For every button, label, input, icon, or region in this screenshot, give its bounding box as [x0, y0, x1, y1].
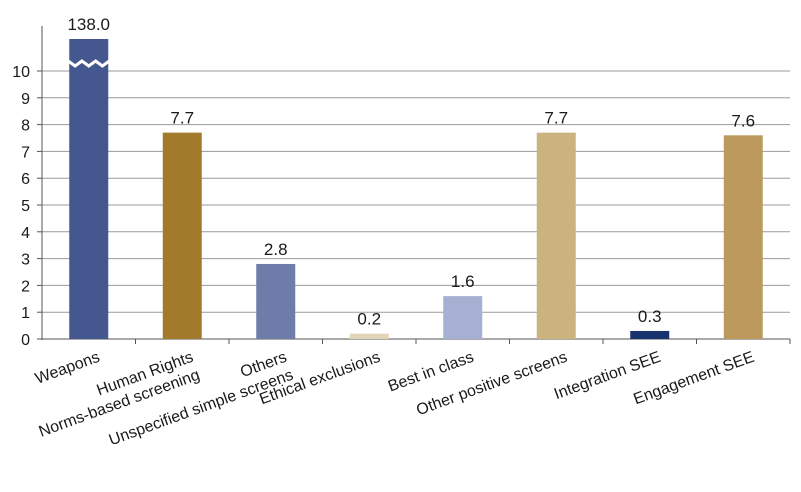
y-tick-label: 5 [21, 198, 30, 215]
y-tick-label: 2 [21, 278, 30, 295]
data-label-1: 7.7 [170, 109, 194, 128]
bar-0 [69, 39, 109, 339]
data-label-0: 138.0 [67, 15, 110, 34]
bar-2 [256, 263, 296, 339]
bars [67, 39, 763, 339]
y-tick-label: 10 [12, 64, 30, 81]
bar-7 [723, 135, 763, 339]
data-label-4: 1.6 [451, 272, 475, 291]
y-tick-label: 3 [21, 252, 30, 269]
category-label-0: Weapons [33, 349, 102, 388]
axis-break-marker [67, 59, 111, 68]
bar-5 [536, 132, 576, 339]
bar-6 [630, 330, 670, 339]
data-label-2: 2.8 [264, 240, 288, 259]
y-tick-label: 0 [21, 332, 30, 349]
data-labels: 138.0 7.7 2.8 0.2 1.6 7.7 0.3 7.6 [67, 15, 755, 329]
gridlines [42, 70, 790, 313]
y-tick-label: 4 [21, 225, 30, 242]
bar-1 [162, 132, 202, 339]
bar-4 [443, 296, 483, 339]
category-label-5: Other positive screens [414, 349, 569, 419]
y-tick-label: 6 [21, 171, 30, 188]
data-label-3: 0.2 [357, 310, 381, 329]
data-label-5: 7.7 [544, 109, 568, 128]
category-label-line: Weapons [33, 349, 102, 388]
axes: 0 1 2 3 4 5 6 7 8 9 10 [12, 26, 791, 349]
y-tick-label: 7 [21, 144, 30, 161]
y-tick-label: 1 [21, 305, 30, 322]
data-label-6: 0.3 [638, 307, 662, 326]
y-tick-label: 8 [21, 118, 30, 135]
bar-3 [349, 333, 389, 339]
data-label-7: 7.6 [731, 111, 755, 130]
category-label-line: Other positive screens [414, 349, 569, 419]
y-tick-label: 9 [21, 91, 30, 108]
